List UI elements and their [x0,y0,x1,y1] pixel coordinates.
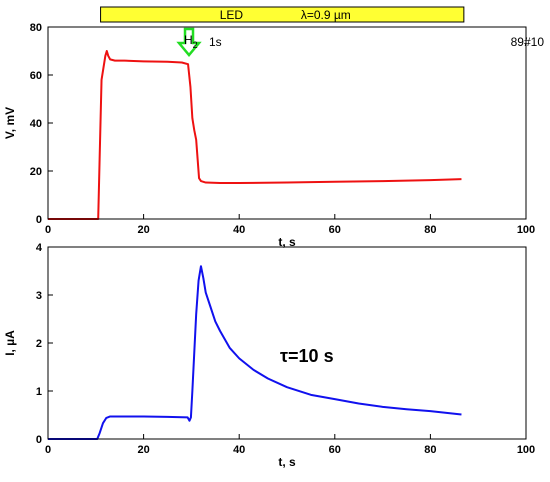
current-chart: 0 20 40 60 80 100 0 1 2 3 4 t, s I, µA τ=10 s [3,242,535,469]
voltage-y-tick-label: 40 [30,118,42,130]
voltage-y-tick-label: 60 [30,70,42,82]
down-arrow-icon [176,27,202,57]
voltage-y-tick-label: 0 [36,214,42,226]
current-x-axis-label: t, s [278,455,296,469]
voltage-y-axis-label: V, mV [3,107,17,139]
voltage-ticks: 0 20 40 60 80 100 0 20 40 60 80 [30,22,535,236]
current-x-tick-label: 80 [424,444,436,456]
voltage-series-line [48,50,462,220]
current-y-tick-label: 2 [36,338,42,350]
gas-marker: H2 1s [176,27,222,57]
gas-subscript: 2 [193,40,198,50]
tau-annotation: τ=10 s [280,346,334,366]
voltage-x-tick-label: 40 [233,224,245,236]
led-bar: LED λ=0.9 µm [100,6,465,23]
current-y-tick-label: 1 [36,386,42,398]
voltage-plot-frame [47,26,527,220]
current-x-tick-label: 20 [137,444,149,456]
current-x-tick-label: 40 [233,444,245,456]
gas-duration: 1s [209,35,222,49]
current-x-tick-label: 0 [45,444,51,456]
voltage-x-tick-label: 20 [137,224,149,236]
voltage-x-tick-label: 100 [517,224,535,236]
current-plot-frame [47,246,527,440]
gas-label: H2 [184,33,198,50]
current-y-tick-label: 0 [36,434,42,446]
voltage-x-tick-label: 60 [329,224,341,236]
gas-symbol: H [184,33,193,47]
voltage-x-axis-label: t, s [278,235,296,249]
sample-id: 89#10 [511,35,545,49]
current-series-line [48,265,462,440]
voltage-y-tick-label: 80 [30,22,42,34]
led-wavelength: λ=0.9 µm [301,8,351,22]
current-ticks: 0 20 40 60 80 100 0 1 2 3 4 [36,242,535,456]
current-y-axis-label: I, µA [3,330,17,356]
current-x-tick-label: 60 [329,444,341,456]
voltage-x-tick-label: 80 [424,224,436,236]
led-bar-rect [100,6,465,23]
current-x-tick-label: 100 [517,444,535,456]
voltage-chart: 0 20 40 60 80 100 0 20 40 60 80 t, s V, mV [3,22,535,249]
voltage-x-tick-label: 0 [45,224,51,236]
led-label: LED [220,8,244,22]
current-y-tick-label: 3 [36,290,42,302]
voltage-y-tick-label: 20 [30,166,42,178]
current-y-tick-label: 4 [36,242,43,254]
